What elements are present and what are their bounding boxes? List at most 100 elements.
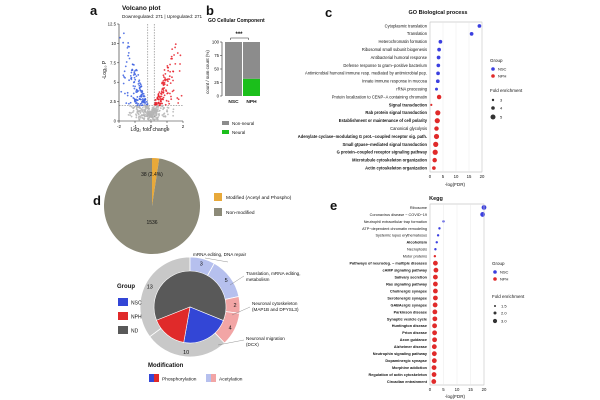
volcano-point	[122, 82, 125, 85]
volcano-point	[138, 115, 140, 118]
volcano-point	[135, 89, 138, 92]
gobp-legend-size-4	[491, 106, 495, 110]
inner-disc-nph	[156, 306, 191, 343]
volcano-point	[143, 104, 145, 107]
kegg-term-label: Alcoholism	[407, 241, 428, 245]
kegg-term-label: Circadian entrainment	[387, 380, 428, 384]
volcano-point	[172, 108, 175, 111]
kegg-chart: Kegg -log(FDR) Ribosome Coronavirus disea…	[349, 196, 525, 399]
bar-ytick-label-0: 0	[217, 94, 220, 99]
kegg-term-dot	[434, 248, 437, 251]
volcano-ytick-label-5: 12.5	[108, 22, 117, 27]
volcano-point	[144, 108, 147, 110]
inner-disc-nsc	[183, 306, 224, 344]
modification-pie-charts: 38 (2.4%) 1536 Modified (Acetyl and Phosp…	[104, 158, 300, 383]
volcano-point	[157, 93, 160, 96]
volcano-point	[172, 70, 175, 73]
kegg-term-label: Axon guidance	[400, 338, 427, 342]
annotation-mrna-editing: mRNA editing, DNA repair	[193, 252, 247, 257]
volcano-point	[154, 99, 157, 101]
volcano-point	[144, 102, 147, 104]
gobp-xtick-label-2: 10	[454, 174, 459, 179]
gobp-term-dot	[436, 94, 442, 100]
volcano-point	[138, 86, 141, 89]
volcano-title: Volcano plot	[122, 5, 161, 12]
kegg-term-dot	[431, 365, 437, 370]
volcano-point	[166, 109, 169, 111]
volcano-point	[141, 90, 144, 93]
kegg-term-label: Serotonergic synapse	[387, 296, 427, 300]
kegg-xtick-label-0: 0	[429, 387, 432, 392]
volcano-point	[137, 106, 139, 109]
volcano-point	[150, 115, 153, 117]
gocc-ylabel: count / sum count (%)	[205, 50, 210, 94]
gobp-term-label: Signal transduction	[389, 102, 428, 107]
volcano-point	[163, 112, 166, 115]
volcano-point	[142, 100, 145, 103]
volcano-point	[130, 95, 133, 98]
outer-ring-label: 2	[233, 303, 236, 309]
pie-legend-swatch-nonmodified	[214, 208, 222, 216]
volcano-point	[158, 110, 160, 112]
gobp-term-dot	[433, 141, 439, 147]
pie-group-label-nsc: NSC	[131, 301, 142, 307]
kegg-term-label: Ras signaling pathway	[386, 282, 428, 286]
volcano-point	[135, 91, 137, 93]
volcano-point	[159, 107, 162, 110]
volcano-point	[140, 94, 142, 97]
kegg-term-label: Coronavirus disease − COVID−19	[370, 213, 427, 217]
volcano-point	[149, 118, 152, 121]
volcano-point	[132, 92, 135, 95]
volcano-point	[158, 91, 161, 93]
volcano-point	[162, 74, 165, 77]
volcano-point	[161, 105, 164, 108]
volcano-point	[137, 102, 140, 105]
kegg-legend-nph-dot	[493, 277, 497, 281]
volcano-point	[170, 98, 173, 101]
kegg-term-dot	[433, 288, 438, 294]
volcano-point	[139, 102, 142, 105]
gobp-xlabel: -log(FDR)	[445, 182, 466, 187]
kegg-term-label: Ribosome	[410, 206, 427, 210]
annotation-connector-1	[229, 275, 245, 286]
kegg-term-label: Motor proteins	[403, 255, 427, 259]
mod-label-acetylation: Acetylation	[219, 377, 243, 383]
volcano-point	[143, 99, 146, 102]
gobp-term-dot	[438, 39, 443, 44]
mod-swatch-acetyl-blue	[206, 374, 211, 382]
volcano-point	[179, 63, 181, 65]
bar-nph-neural	[243, 78, 260, 96]
pie-legend-nonmodified: Non-modified	[226, 210, 255, 216]
volcano-point	[164, 103, 167, 106]
volcano-point	[127, 54, 130, 57]
volcano-point	[167, 80, 169, 83]
panel-letter-a: a	[90, 3, 98, 18]
bar-nph-non-neural	[243, 42, 260, 79]
bar-nsc-non-neural	[225, 42, 242, 96]
volcano-point	[176, 97, 179, 99]
volcano-point	[167, 66, 170, 69]
volcano-point	[168, 102, 171, 105]
volcano-point	[133, 81, 136, 83]
pie-slice-label-modified: 38 (2.4%)	[141, 172, 163, 178]
volcano-point	[139, 107, 141, 110]
volcano-point	[119, 36, 121, 39]
gobp-term-dot	[433, 133, 440, 140]
volcano-point	[126, 46, 129, 49]
volcano-point	[162, 76, 165, 78]
volcano-point	[133, 72, 136, 75]
volcano-point	[142, 111, 145, 114]
volcano-point	[140, 95, 143, 98]
gocc-title: GO Cellular Component	[208, 18, 265, 24]
kegg-xlabel: -log(FDR)	[445, 394, 466, 399]
gobp-xtick-label-3: 15	[467, 174, 472, 179]
kegg-term-label: Morphine addiction	[392, 366, 428, 370]
kegg-term-dot	[438, 227, 441, 230]
outer-ring-label: 5	[225, 278, 228, 284]
kegg-term-label: GABAergic synapse	[390, 303, 427, 307]
annotation-neuronal-cytoskeleton: Neuronal cytoskeleton (MAP1B and DPYSL3)	[252, 301, 299, 312]
kegg-term-label: Dopaminergic synapse	[385, 359, 427, 363]
kegg-term-dot	[433, 260, 438, 266]
volcano-point	[144, 115, 146, 118]
volcano-point	[127, 52, 130, 54]
